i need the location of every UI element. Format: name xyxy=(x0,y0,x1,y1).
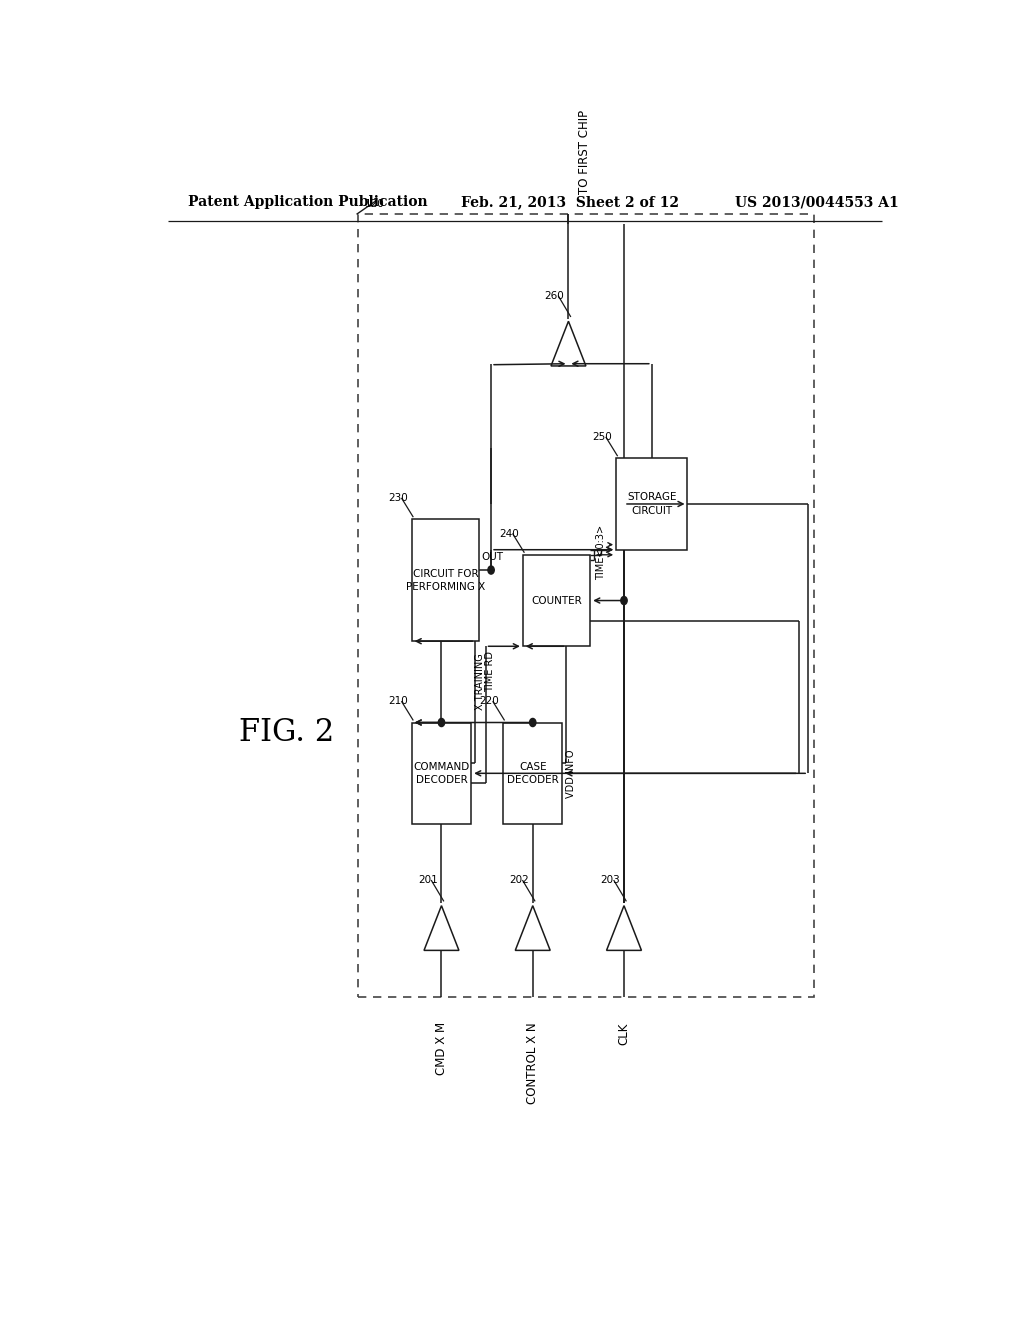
Text: 240: 240 xyxy=(499,528,519,539)
Circle shape xyxy=(487,566,495,574)
Text: X TRAINING: X TRAINING xyxy=(475,653,485,710)
Text: TIME RD: TIME RD xyxy=(485,651,496,692)
Circle shape xyxy=(438,718,444,726)
Text: COUNTER: COUNTER xyxy=(531,595,582,606)
Text: CMD X M: CMD X M xyxy=(435,1022,447,1076)
Text: 260: 260 xyxy=(545,290,564,301)
Text: TO FIRST CHIP: TO FIRST CHIP xyxy=(578,110,591,194)
Text: STORAGE
CIRCUIT: STORAGE CIRCUIT xyxy=(627,492,677,516)
Text: 230: 230 xyxy=(388,492,408,503)
Polygon shape xyxy=(515,906,550,950)
Text: CLK: CLK xyxy=(617,1022,631,1044)
Text: OUT: OUT xyxy=(481,552,504,562)
Bar xyxy=(616,458,687,549)
Text: FIG. 2: FIG. 2 xyxy=(240,717,335,748)
Text: VDD INFO: VDD INFO xyxy=(566,748,577,797)
Bar xyxy=(358,214,814,997)
Text: 220: 220 xyxy=(479,696,499,706)
Circle shape xyxy=(621,597,627,605)
Text: TIME<0:3>: TIME<0:3> xyxy=(596,524,606,579)
Text: Patent Application Publication: Patent Application Publication xyxy=(187,195,427,209)
Polygon shape xyxy=(551,321,586,366)
Text: US 2013/0044553 A1: US 2013/0044553 A1 xyxy=(735,195,899,209)
Polygon shape xyxy=(606,906,641,950)
Polygon shape xyxy=(424,906,459,950)
Circle shape xyxy=(529,718,536,726)
Text: 203: 203 xyxy=(600,875,620,886)
Text: CASE
DECODER: CASE DECODER xyxy=(507,762,559,785)
Bar xyxy=(412,722,471,824)
Text: CIRCUIT FOR
PERFORMING X: CIRCUIT FOR PERFORMING X xyxy=(406,569,485,591)
Text: 202: 202 xyxy=(509,875,528,886)
Text: Feb. 21, 2013  Sheet 2 of 12: Feb. 21, 2013 Sheet 2 of 12 xyxy=(461,195,679,209)
Text: 210: 210 xyxy=(388,696,408,706)
Bar xyxy=(412,519,479,642)
Text: 250: 250 xyxy=(592,432,612,442)
Bar xyxy=(503,722,562,824)
Text: CONTROL X N: CONTROL X N xyxy=(526,1022,540,1104)
Bar xyxy=(523,554,590,647)
Text: COMMAND
DECODER: COMMAND DECODER xyxy=(414,762,470,785)
Text: 120: 120 xyxy=(365,199,384,209)
Text: 201: 201 xyxy=(418,875,437,886)
